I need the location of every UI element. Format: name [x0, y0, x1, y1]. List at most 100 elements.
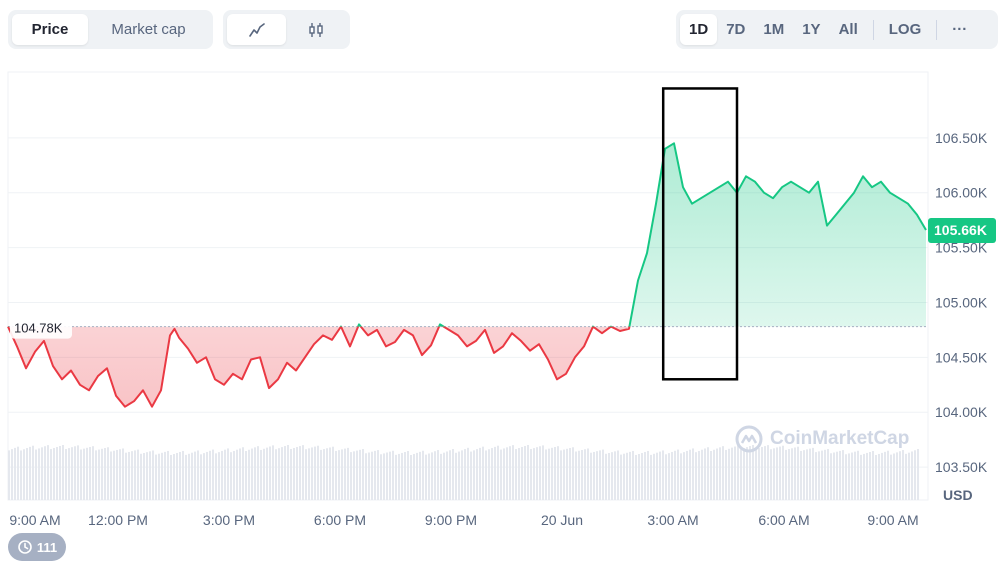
more-options-button[interactable]: ···	[952, 21, 968, 38]
volume-bar	[533, 448, 535, 500]
range-log[interactable]: LOG	[888, 21, 922, 38]
volume-bar	[269, 446, 271, 500]
volume-bar	[575, 451, 577, 500]
volume-bar	[341, 449, 343, 500]
range-1y[interactable]: 1Y	[802, 21, 821, 38]
x-axis: 9:00 AM 12:00 PM 3:00 PM 6:00 PM 9:00 PM 20 J…	[9, 512, 918, 528]
volume-bar	[740, 449, 742, 500]
volume-bar	[725, 449, 727, 500]
volume-bar	[887, 450, 889, 500]
highlight-box	[661, 87, 739, 381]
x-tick-label: 9:00 PM	[425, 512, 477, 528]
volume-bar	[914, 450, 916, 500]
volume-bar	[131, 451, 133, 500]
volume-bar	[209, 450, 211, 500]
volume-bar	[704, 448, 706, 500]
volume-bar	[872, 450, 874, 500]
volume-bar	[641, 452, 643, 500]
volume-bar	[842, 450, 844, 500]
volume-bar	[410, 454, 412, 500]
volume-bar	[308, 448, 310, 500]
volume-bar	[866, 452, 868, 500]
y-tick-label: 104.00K	[935, 404, 988, 420]
volume-bar	[893, 453, 895, 500]
volume-bar	[644, 451, 646, 500]
volume-bar	[425, 454, 427, 500]
volume-bar	[617, 450, 619, 500]
volume-bar	[176, 452, 178, 500]
volume-bar	[299, 446, 301, 500]
volume-bar	[701, 449, 703, 500]
range-all[interactable]: All	[838, 21, 858, 38]
volume-bar	[563, 449, 565, 500]
volume-bar	[26, 448, 28, 500]
volume-bar	[362, 449, 364, 500]
volume-bar	[500, 449, 502, 500]
candlestick-chart-button[interactable]	[286, 14, 345, 45]
range-7d[interactable]: 7D	[726, 21, 746, 38]
coinmarketcap-watermark: CoinMarketCap	[734, 424, 909, 454]
volume-bar	[560, 450, 562, 500]
volume-bar	[905, 453, 907, 500]
volume-bar	[566, 448, 568, 500]
watermark-text: CoinMarketCap	[770, 428, 910, 449]
volume-bar	[8, 450, 10, 500]
range-1d[interactable]: 1D	[680, 14, 718, 45]
volume-bar	[11, 449, 13, 500]
volume-bar	[104, 448, 106, 500]
volume-bar	[317, 445, 319, 500]
baseline-label: 104.78K	[10, 318, 72, 339]
volume-bar	[707, 447, 709, 500]
volume-bar	[743, 448, 745, 500]
volume-bar	[338, 450, 340, 500]
price-chart[interactable]: 104.78K 103.50K 104.00K 104.50K 105.00K 105.…	[0, 60, 1003, 535]
volume-bar	[626, 452, 628, 500]
range-1m[interactable]: 1M	[763, 21, 785, 38]
volume-bar	[248, 449, 250, 500]
volume-bar	[389, 451, 391, 500]
volume-bar	[512, 445, 514, 500]
volume-bar	[896, 452, 898, 500]
volume-bar	[53, 448, 55, 500]
volume-bar	[125, 452, 127, 500]
volume-bar	[242, 447, 244, 500]
volume-bar	[305, 449, 307, 500]
volume-bar	[614, 451, 616, 500]
volume-bar	[620, 454, 622, 500]
tab-market-cap[interactable]: Market cap	[111, 21, 186, 38]
volume-bar	[374, 450, 376, 500]
x-tick-label: 3:00 PM	[203, 512, 255, 528]
volume-bar	[263, 448, 265, 500]
volume-bar	[800, 450, 802, 500]
volume-bar	[65, 449, 67, 500]
volume-bar	[122, 448, 124, 500]
volume-bar	[689, 449, 691, 500]
volume-bar	[230, 452, 232, 500]
x-tick-label: 9:00 AM	[9, 512, 60, 528]
volume-bar	[713, 449, 715, 500]
tab-price[interactable]: Price	[12, 14, 88, 45]
volume-bar	[392, 450, 394, 500]
volume-bar	[755, 449, 757, 500]
volume-bar	[908, 452, 910, 500]
coinmarketcap-logo-icon	[735, 425, 763, 453]
history-badge[interactable]: 111	[8, 533, 66, 561]
volume-bar	[320, 449, 322, 500]
line-chart-icon	[248, 22, 265, 37]
line-chart-button[interactable]	[227, 14, 286, 45]
volume-bar	[758, 448, 760, 500]
y-tick-label: 105.50K	[935, 240, 988, 256]
volume-bar	[158, 453, 160, 500]
volume-bar	[404, 451, 406, 500]
volume-bars	[8, 445, 919, 500]
volume-bar	[845, 454, 847, 500]
volume-bar	[812, 447, 814, 500]
x-tick-label: 6:00 AM	[758, 512, 809, 528]
volume-bar	[155, 454, 157, 500]
volume-bar	[170, 454, 172, 500]
volume-bar	[521, 447, 523, 500]
volume-bar	[212, 449, 214, 500]
volume-bar	[692, 448, 694, 500]
volume-bar	[98, 449, 100, 500]
volume-bar	[458, 451, 460, 500]
